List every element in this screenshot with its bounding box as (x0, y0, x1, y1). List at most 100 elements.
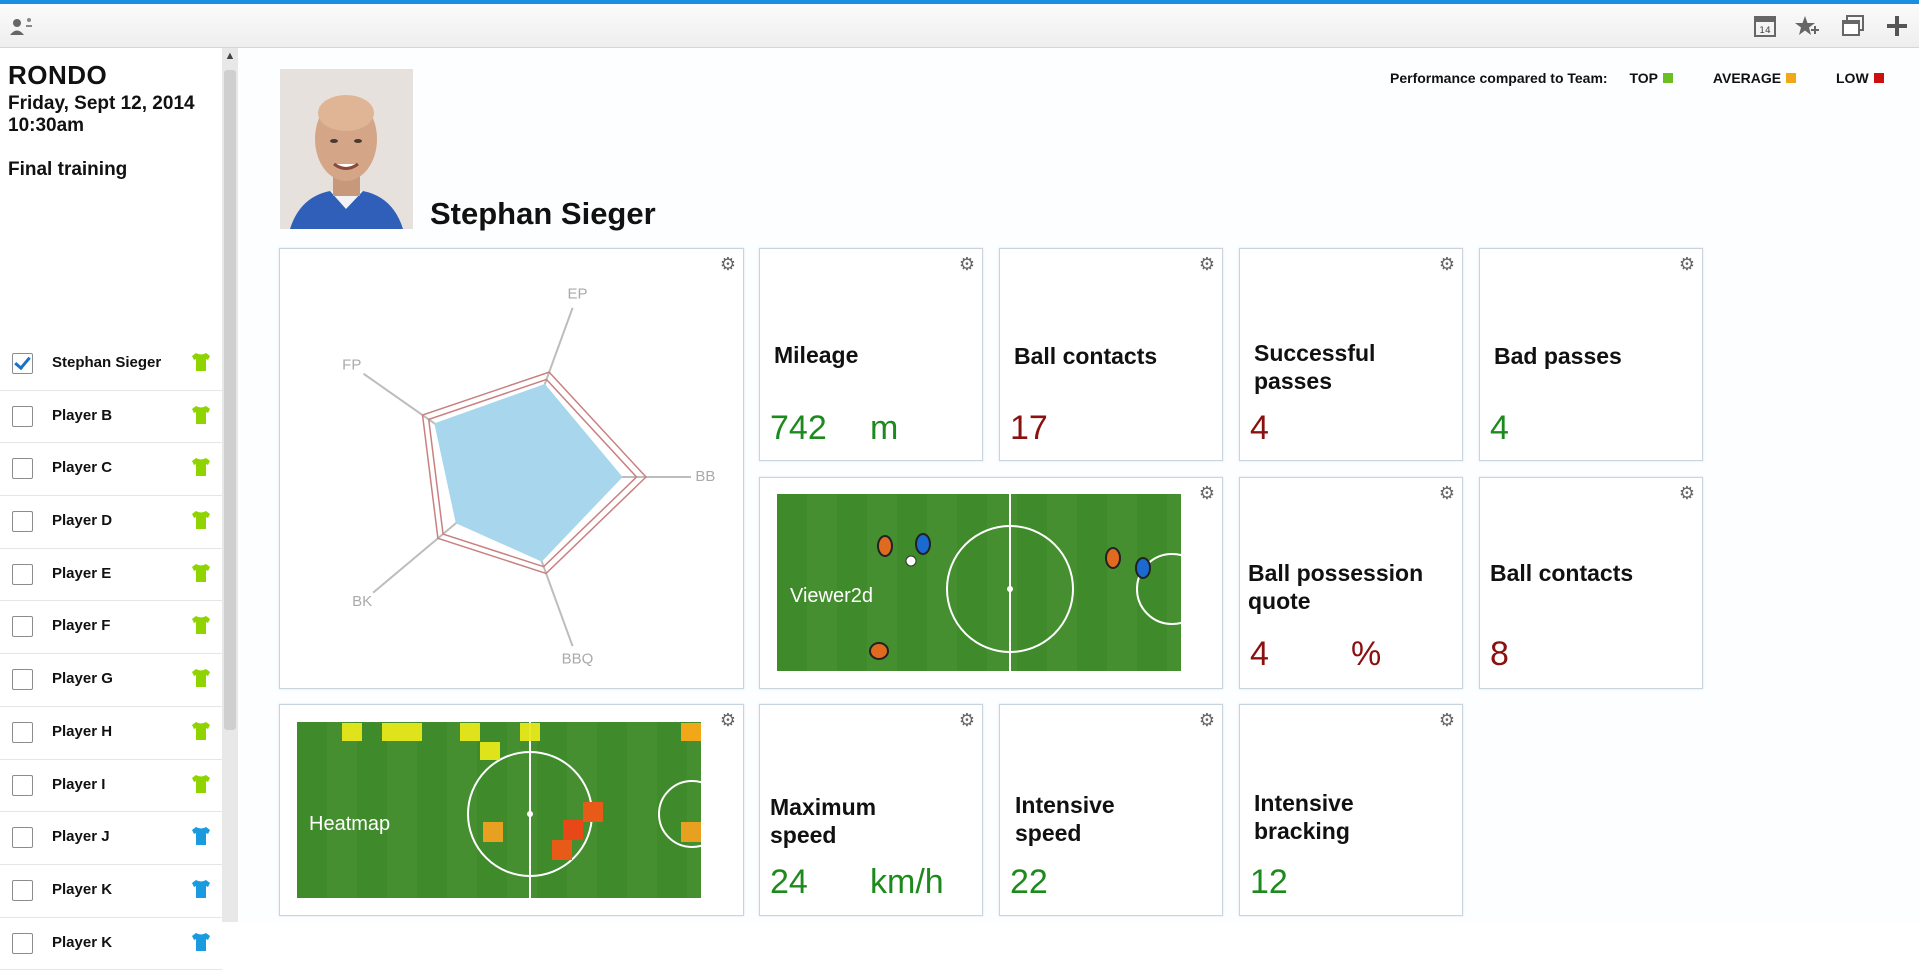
jersey-icon (192, 721, 210, 740)
gear-icon[interactable]: ⚙ (719, 710, 737, 730)
player-row[interactable]: Player E (0, 549, 222, 602)
jersey-icon (192, 774, 210, 793)
player-row[interactable]: Player F (0, 601, 222, 655)
gear-icon[interactable]: ⚙ (958, 710, 976, 730)
jersey-icon (192, 405, 210, 424)
kpi-label: Maximum speed (770, 794, 877, 848)
kpi-tile-ball-contacts-2: ⚙ Ball contacts 8 (1479, 477, 1703, 689)
jersey-icon (192, 616, 210, 635)
kpi-tile-bad-passes: ⚙ Bad passes 4 (1479, 248, 1703, 461)
gear-icon[interactable]: ⚙ (1198, 710, 1216, 730)
player-name: Player F (52, 617, 111, 635)
player-checkbox[interactable] (12, 721, 33, 743)
calendar-icon[interactable]: 14 (1752, 14, 1778, 38)
gear-icon[interactable]: ⚙ (1678, 483, 1696, 503)
player-name: Player G (52, 670, 113, 688)
kpi-label: Successful passes (1254, 340, 1376, 394)
gear-icon[interactable]: ⚙ (719, 254, 737, 274)
jersey-icon (192, 827, 210, 846)
kpi-tile-intensive-speed: ⚙ Intensive speed 22 (999, 704, 1223, 916)
viewer2d-field[interactable]: Viewer2d (777, 494, 1181, 671)
radar-axis-label: BB (695, 468, 715, 485)
legend-top-label: TOP (1629, 70, 1659, 86)
viewer2d-tile: ⚙ Viewer2d (759, 477, 1223, 689)
heatmap-field[interactable]: Heatmap (297, 722, 701, 898)
top-accent-bar (0, 0, 1919, 4)
player-row[interactable]: Player K (0, 865, 222, 918)
radar-axis-label: EP (567, 285, 587, 302)
jersey-icon (192, 458, 210, 477)
radar-chart: EP BB BBQ BK FP (342, 285, 715, 668)
kpi-value: 24 (770, 863, 808, 901)
window-copy-icon[interactable] (1840, 14, 1866, 38)
kpi-tile-intensive-bracking: ⚙ Intensive bracking 12 (1239, 704, 1463, 916)
player-row[interactable]: Player I (0, 760, 222, 813)
kpi-label: Ball contacts (1490, 560, 1634, 586)
kpi-label: Intensive speed (1015, 792, 1115, 846)
player-checkbox[interactable] (12, 669, 33, 691)
kpi-label: Mileage (774, 342, 859, 368)
player-row[interactable]: Player K (0, 918, 222, 970)
player-name: Player H (52, 722, 113, 740)
radar-axis-label: BBQ (562, 651, 594, 668)
scrollbar-thumb[interactable] (224, 70, 236, 730)
viewer2d-label: Viewer2d (790, 585, 874, 607)
player-checkbox[interactable] (12, 932, 33, 954)
gear-icon[interactable]: ⚙ (958, 254, 976, 274)
user-settings-icon[interactable] (8, 14, 34, 38)
player-list: Stephan Sieger Player B Player C Player D Pl… (0, 338, 222, 970)
kpi-value: 12 (1250, 863, 1288, 901)
player-checkbox[interactable] (12, 879, 33, 901)
kpi-unit: m (870, 409, 899, 447)
player-checkbox[interactable] (12, 353, 33, 374)
gear-icon[interactable]: ⚙ (1438, 710, 1456, 730)
plus-icon[interactable] (1884, 14, 1910, 38)
heatmap-label: Heatmap (309, 813, 391, 835)
jersey-icon (192, 879, 210, 898)
radar-axis-label: BK (352, 593, 372, 610)
legend-low: LOW (1836, 70, 1884, 86)
player-row[interactable]: Player J (0, 812, 222, 865)
player-checkbox[interactable] (12, 405, 33, 427)
gear-icon[interactable]: ⚙ (1198, 483, 1216, 503)
scroll-up-arrow-icon[interactable]: ▲ (224, 50, 236, 62)
legend-title: Performance compared to Team: (1390, 70, 1608, 86)
player-row[interactable]: Player B (0, 391, 222, 444)
player-row[interactable]: Player C (0, 443, 222, 497)
legend-low-swatch (1873, 73, 1884, 83)
kpi-label: Ball contacts (1014, 343, 1158, 369)
kpi-tile-mileage: ⚙ Mileage 742 m (759, 248, 983, 461)
performance-legend: Performance compared to Team: TOP AVERAG… (1390, 70, 1884, 86)
player-row[interactable]: Player D (0, 496, 222, 549)
player-row[interactable]: Player G (0, 654, 222, 707)
kpi-value: 4 (1250, 635, 1269, 673)
gear-icon[interactable]: ⚙ (1198, 254, 1216, 274)
player-checkbox[interactable] (12, 616, 33, 638)
kpi-label: Ball possession quote (1248, 560, 1424, 614)
star-add-icon[interactable] (1794, 14, 1820, 38)
jersey-icon (192, 353, 210, 371)
player-checkbox[interactable] (12, 458, 33, 480)
player-name: Player C (52, 459, 113, 477)
kpi-tile-ball-possession: ⚙ Ball possession quote 4 % (1239, 477, 1463, 689)
gear-icon[interactable]: ⚙ (1438, 254, 1456, 274)
player-name: Player K (52, 933, 113, 951)
player-name: Player B (52, 406, 113, 424)
player-checkbox[interactable] (12, 563, 33, 585)
player-row[interactable]: Stephan Sieger (0, 338, 222, 391)
player-checkbox[interactable] (12, 827, 33, 849)
player-checkbox[interactable] (12, 774, 33, 796)
radar-chart-tile: ⚙ EP BB BBQ BK FP (279, 248, 744, 689)
kpi-value: 4 (1490, 409, 1509, 447)
gear-icon[interactable]: ⚙ (1678, 254, 1696, 274)
player-row[interactable]: Player H (0, 707, 222, 760)
svg-text:14: 14 (1759, 26, 1771, 36)
legend-average: AVERAGE (1713, 70, 1797, 86)
gear-icon[interactable]: ⚙ (1438, 483, 1456, 503)
kpi-label: Intensive bracking (1254, 790, 1354, 844)
session-name: Final training (8, 159, 128, 180)
player-name: Player D (52, 512, 113, 530)
player-checkbox[interactable] (12, 511, 33, 533)
radar-team-outline (421, 371, 648, 575)
kpi-label: Bad passes (1494, 343, 1622, 369)
